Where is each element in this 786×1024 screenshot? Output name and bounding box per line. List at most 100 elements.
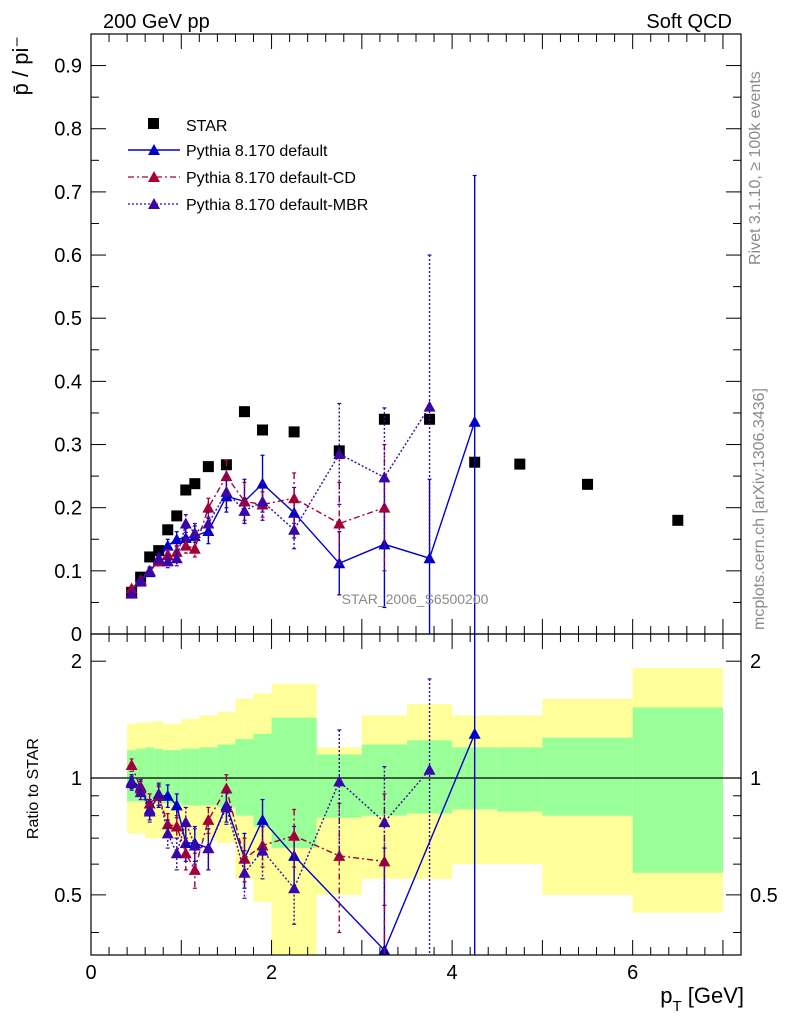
series-mbr-point: [188, 526, 201, 538]
x-axis-title-p: p: [660, 983, 672, 1008]
analysis-id-label: STAR_2006_S6500200: [342, 591, 489, 607]
band-inner-bin: [136, 748, 146, 802]
legend-cd-marker: [148, 171, 160, 182]
series-mbr: [125, 678, 436, 955]
series-cd-point: [202, 501, 215, 513]
star-point: [378, 413, 390, 425]
series-mbr-line: [131, 769, 431, 890]
y-tick-label: 0.6: [54, 245, 82, 267]
series-cd-point: [288, 829, 301, 841]
star-point: [288, 426, 300, 438]
series-mbr-line: [131, 406, 431, 595]
legend-default-label: Pythia 8.170 default: [186, 143, 328, 160]
x-tick-label: 6: [627, 962, 638, 984]
band-inner-bin: [235, 739, 254, 816]
ratio-y-tick-label: 2: [750, 651, 761, 673]
series-cd-point: [161, 818, 174, 830]
legend-mbr-label: Pythia 8.170 default-MBR: [186, 197, 368, 214]
y-tick-label: 0.1: [54, 561, 82, 583]
y-tick-label: 0.2: [54, 498, 82, 520]
star-point: [189, 478, 201, 490]
main-panel: 0 0.1 0.2 0.3 0.4 0.5 0.6 0.7 0.8 0.9: [54, 33, 742, 646]
star-point: [171, 510, 183, 522]
band-inner-bin: [632, 707, 723, 873]
series-default-point: [170, 533, 183, 545]
main-y-axis-title: p̄ / pi⁻: [8, 36, 33, 95]
series-mbr-point: [256, 495, 269, 507]
series-mbr-point: [188, 839, 201, 851]
series-mbr-point: [134, 786, 147, 798]
series-mbr-point: [134, 575, 147, 587]
y-tick-label: 0.7: [54, 182, 82, 204]
series-mbr-point: [238, 504, 251, 516]
series-mbr-point: [143, 805, 156, 817]
series-cd-point: [179, 539, 192, 551]
legend-star-marker: [148, 118, 159, 129]
series-default-point: [170, 799, 183, 811]
star-point: [162, 524, 174, 536]
series-mbr-point: [170, 847, 183, 859]
y-tick-label: 0.5: [54, 308, 82, 330]
x-tick-label: 2: [266, 962, 277, 984]
x-axis-title-sub: T: [672, 998, 681, 1015]
series-mbr-point: [220, 485, 233, 497]
band-inner-bin: [190, 748, 200, 806]
series-default-point: [468, 415, 481, 427]
series-mbr-point: [179, 517, 192, 529]
y-tick-label: 0.3: [54, 435, 82, 457]
series-default-line: [131, 421, 476, 594]
series-mbr-point: [238, 866, 251, 878]
series-mbr-point: [202, 517, 215, 529]
y-tick-label: 0: [71, 624, 82, 646]
series-default-point: [256, 813, 269, 825]
legend-star-label: STAR: [186, 118, 227, 135]
series-cd-point: [378, 855, 391, 867]
energy-label: 200 GeV pp: [103, 11, 210, 33]
ratio-y-tick-label: 0.5: [750, 885, 778, 907]
band-inner-bin: [542, 737, 633, 816]
series-cd-point: [202, 813, 215, 825]
rivet-label: Rivet 3.1.10, ≥ 100k events: [747, 71, 764, 265]
x-axis-title: pT [GeV]: [660, 983, 744, 1015]
star-data: [126, 406, 684, 598]
ratio-y-tick-label: 2: [71, 651, 82, 673]
band-inner-bin: [145, 747, 155, 802]
ratio-y-tick-label: 0.5: [54, 885, 82, 907]
series-mbr-point: [333, 448, 346, 459]
band-inner-bin: [181, 748, 191, 806]
band-inner-bin: [199, 747, 218, 806]
series-mbr-point: [333, 775, 346, 787]
star-point: [672, 514, 684, 526]
series-mbr: [125, 254, 436, 599]
series-cd-point: [179, 847, 192, 859]
series-cd-point: [220, 782, 233, 794]
legend: STAR Pythia 8.170 default Pythia 8.170 d…: [128, 118, 368, 214]
series-default-point: [202, 525, 215, 537]
series-default-point: [161, 539, 174, 551]
star-point: [153, 545, 165, 557]
series-mbr-point: [288, 523, 301, 535]
process-label: Soft QCD: [646, 11, 732, 33]
x-tick-label: 4: [447, 962, 458, 984]
series-mbr-point: [378, 816, 391, 828]
series-cd-point: [333, 517, 346, 529]
series-default-point: [161, 789, 174, 801]
series-cd-point: [288, 492, 301, 504]
series-mbr-point: [256, 844, 269, 856]
ratio-y-axis-title: Ratio to STAR: [25, 738, 42, 839]
series-cd-point: [238, 852, 251, 864]
star-point: [238, 406, 250, 418]
x-tick-label: 0: [85, 962, 96, 984]
series-mbr-point: [423, 763, 436, 775]
series-mbr-point: [288, 882, 301, 894]
star-point: [582, 478, 594, 490]
y-tick-label: 0.4: [54, 371, 82, 393]
y-tick-label: 0.9: [54, 56, 82, 78]
legend-mbr-marker: [148, 198, 160, 209]
series-cd-point: [188, 542, 201, 554]
series-cd-point: [125, 759, 138, 771]
series-mbr-point: [152, 787, 165, 799]
star-point: [180, 484, 192, 496]
series-cd-point: [378, 501, 391, 513]
legend-cd-label: Pythia 8.170 default-CD: [186, 170, 356, 187]
